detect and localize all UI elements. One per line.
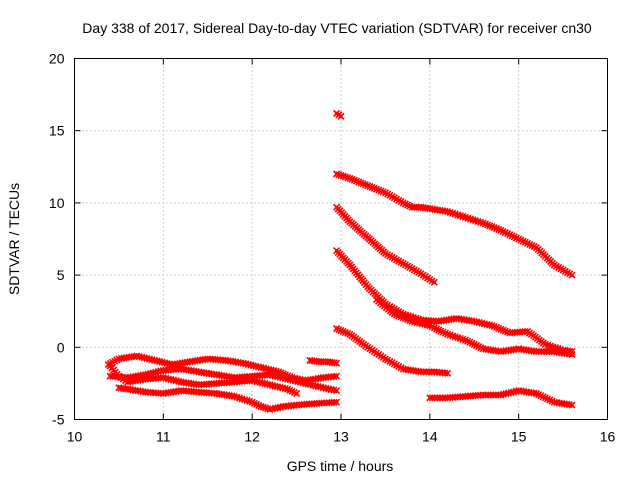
series-track-5 [306, 356, 341, 367]
data-point [444, 369, 452, 377]
data-point [568, 350, 576, 359]
data-point [568, 271, 576, 279]
series-track-11 [333, 324, 452, 377]
data-point [417, 368, 425, 376]
x-tick-label: 16 [600, 429, 616, 445]
data-point [333, 372, 341, 380]
x-tick-label: 11 [156, 429, 171, 445]
x-tick-label: 13 [333, 429, 349, 445]
y-tick-label: 15 [49, 123, 65, 139]
x-axis-label: GPS time / hours [287, 458, 394, 474]
axis-ticks: 10 11 12 13 14 15 16 -5 0 5 10 15 20 [49, 51, 616, 445]
x-tick-label: 14 [422, 429, 438, 445]
y-axis-label: SDTVAR / TECUs [6, 183, 22, 295]
data-point [333, 359, 341, 367]
data-point [333, 398, 341, 406]
series-layer [104, 109, 576, 413]
y-tick-label: 0 [57, 339, 65, 355]
y-tick-label: -5 [52, 412, 65, 428]
series-track-4 [115, 384, 341, 413]
data-point [337, 112, 345, 120]
y-tick-label: 5 [57, 267, 65, 283]
x-tick-label: 10 [67, 429, 83, 445]
x-tick-label: 15 [511, 429, 527, 445]
y-tick-label: 20 [49, 51, 65, 67]
series-track-10 [372, 296, 576, 359]
x-tick-label: 12 [244, 429, 260, 445]
data-point [568, 401, 576, 409]
data-point [420, 368, 428, 376]
data-point [333, 387, 341, 395]
chart-title: Day 338 of 2017, Sidereal Day-to-day VTE… [82, 20, 592, 36]
data-point [293, 389, 301, 398]
series-track-12 [426, 387, 576, 409]
data-point [330, 398, 338, 406]
series-track-8 [333, 203, 438, 286]
y-tick-label: 10 [49, 195, 65, 211]
data-point [422, 368, 430, 376]
series-track-6 [333, 109, 345, 120]
series-track-3 [106, 362, 301, 398]
series-track-7 [333, 170, 576, 279]
data-point [425, 368, 433, 376]
data-point [330, 359, 338, 367]
data-point [430, 278, 438, 286]
